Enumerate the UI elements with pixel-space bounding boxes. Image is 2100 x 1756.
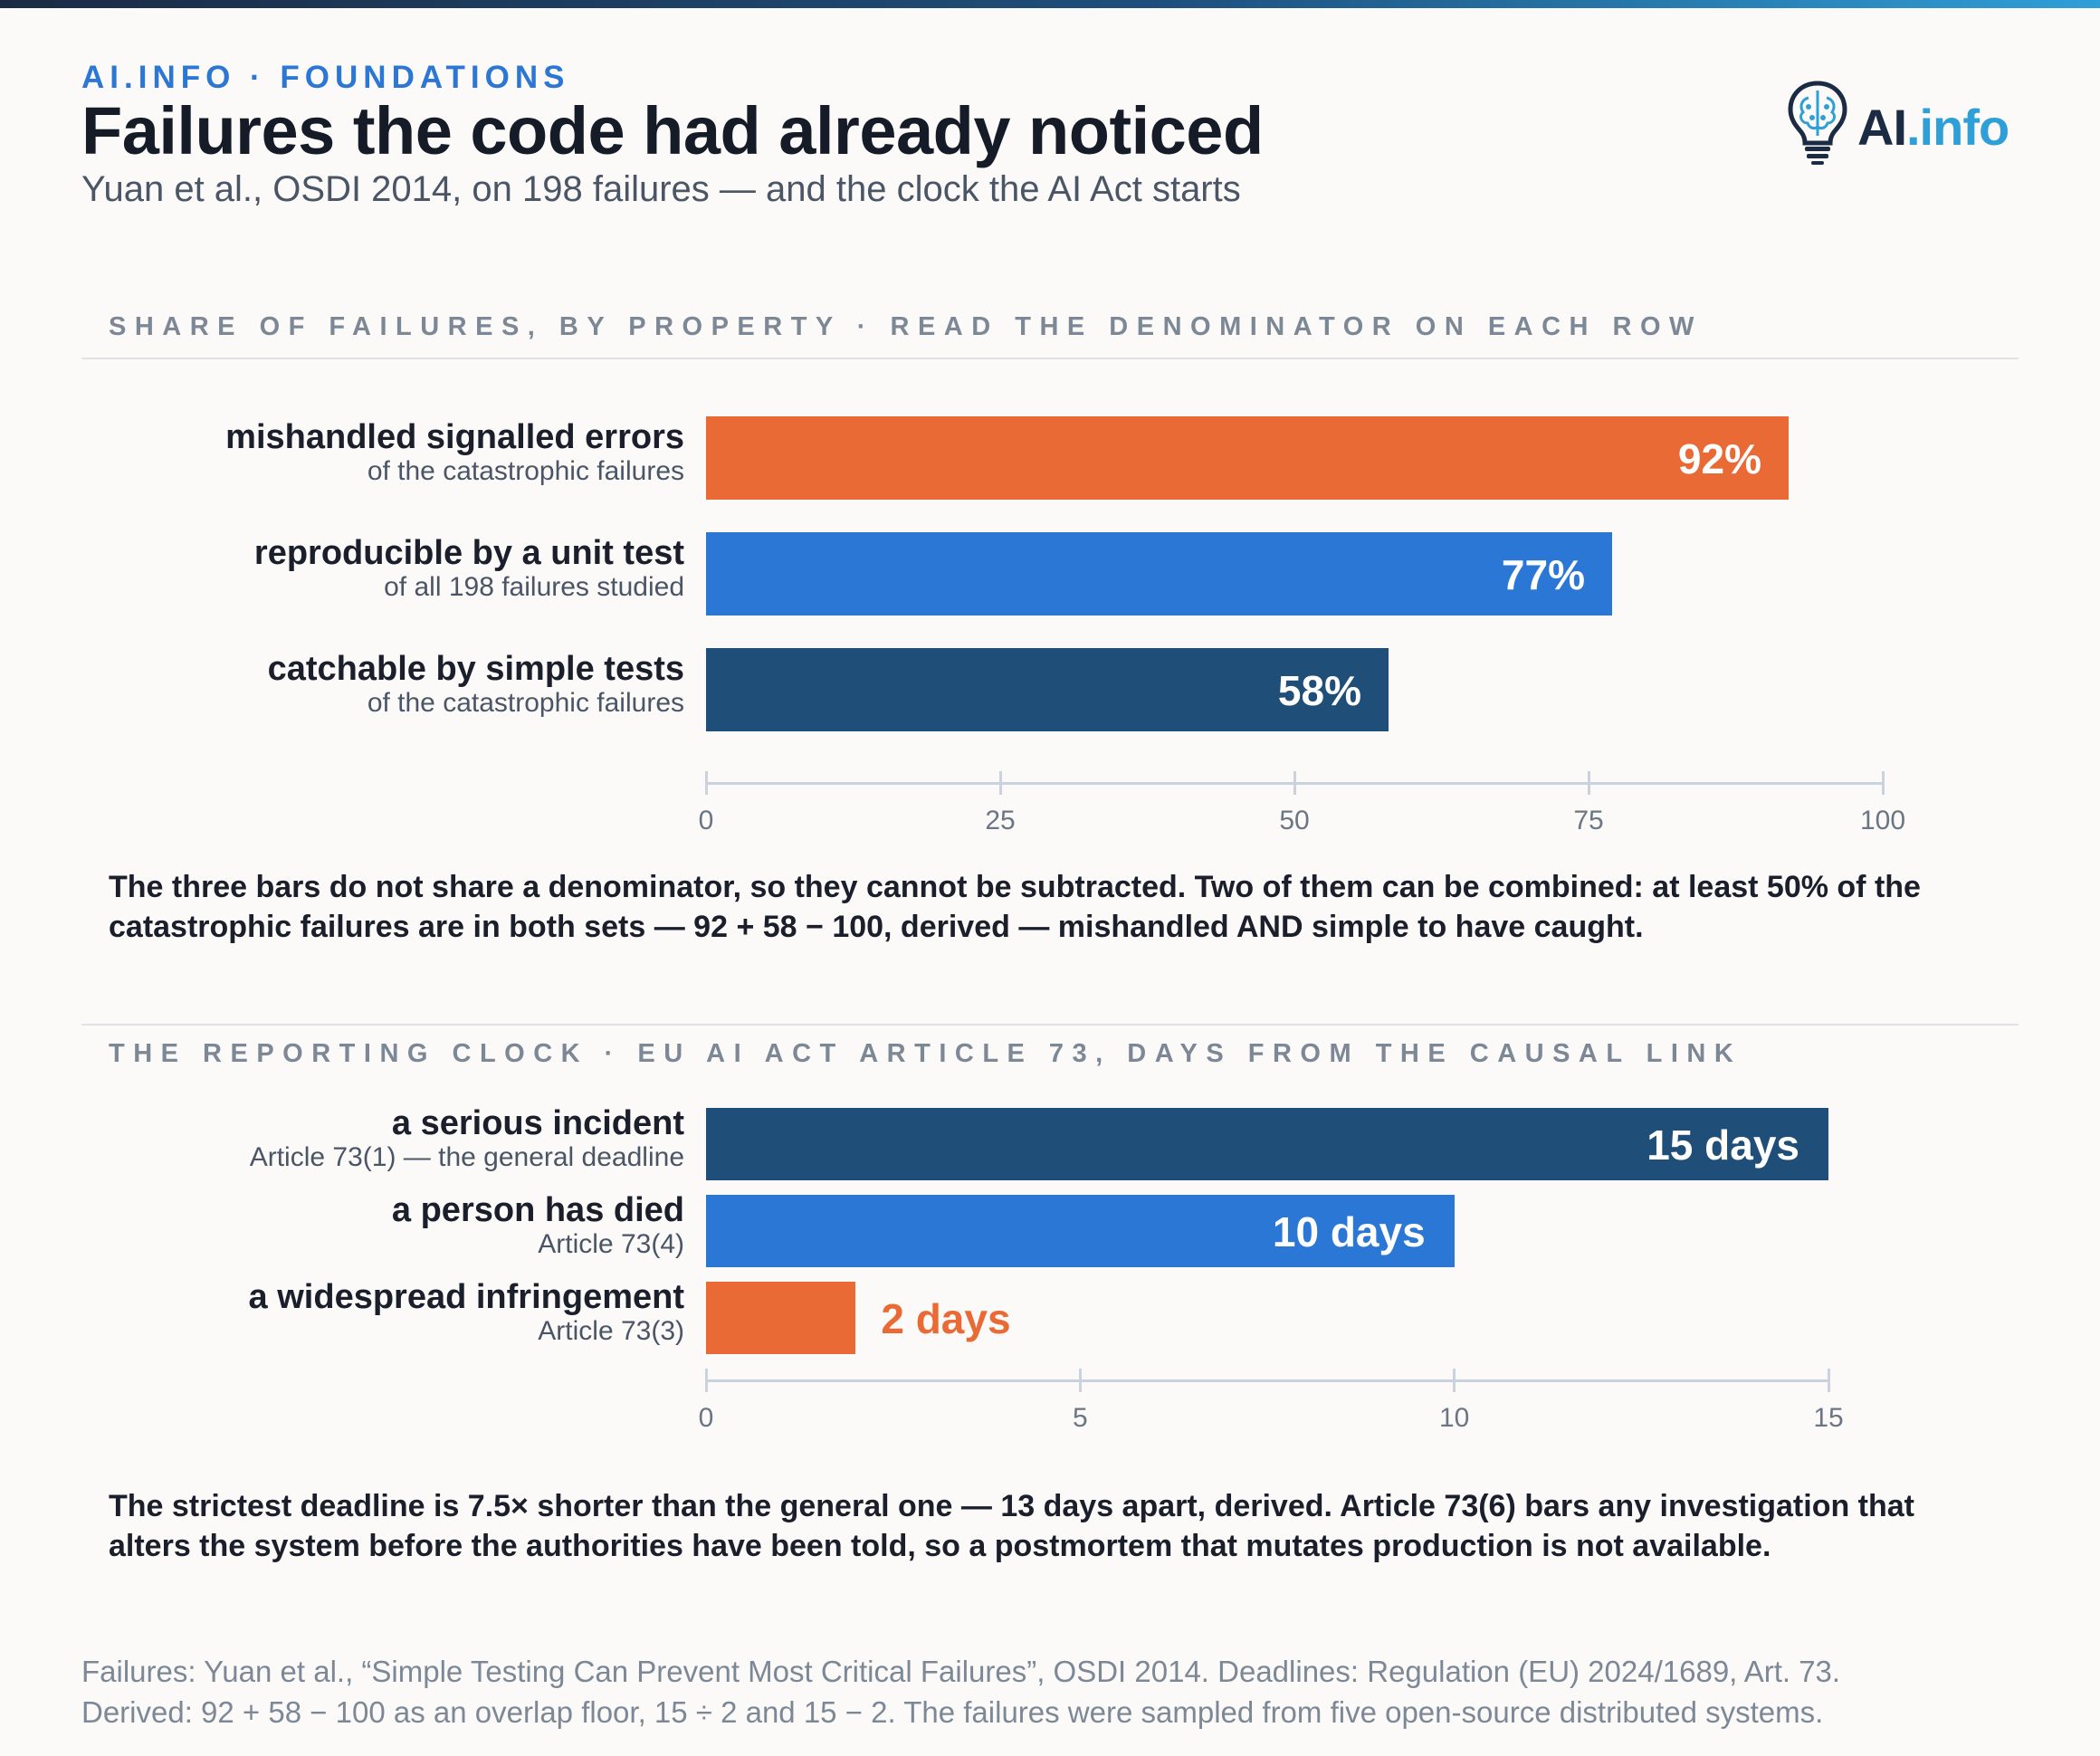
row-title: a person has died [391, 1191, 684, 1229]
logo-wordmark: AI.info [1857, 99, 2009, 156]
chart1-divider [81, 358, 2019, 359]
row-sublabel: Article 73(1) — the general deadline [249, 1142, 684, 1172]
x-axis-tick [1827, 1369, 1830, 1392]
row-label: a person has died Article 73(4) [392, 1191, 684, 1260]
bar [706, 1282, 856, 1354]
row-label: catchable by simple tests of the catastro… [268, 650, 684, 719]
row-sublabel: Article 73(4) [538, 1229, 684, 1259]
row-label: mishandled signalled errors of the catast… [225, 418, 684, 487]
bar [706, 416, 1789, 500]
bar-value-label: 10 days [1272, 1207, 1426, 1255]
row-title: mishandled signalled errors [225, 418, 684, 456]
x-axis-tick-label: 10 [1438, 1403, 1470, 1433]
source-line-1: Failures: Yuan et al., “Simple Testing C… [81, 1655, 1841, 1688]
row-title: a serious incident [391, 1104, 684, 1142]
row-title: a widespread infringement [248, 1278, 684, 1316]
chart1-section-label: SHARE OF FAILURES, BY PROPERTY · READ TH… [109, 312, 1703, 341]
row-sublabel: Article 73(3) [538, 1316, 684, 1346]
x-axis-tick [704, 771, 708, 795]
page-title: Failures the code had already noticed [81, 93, 1264, 168]
row-label: a widespread infringement Article 73(3) [249, 1278, 684, 1347]
chart2-divider [81, 1024, 2019, 1026]
x-axis-tick-label: 15 [1813, 1403, 1844, 1433]
row-sublabel: of all 198 failures studied [384, 572, 684, 602]
lightbulb-brain-icon [1788, 81, 1847, 165]
row-title: catchable by simple tests [267, 650, 684, 688]
bar-value-label: 58% [1277, 666, 1361, 714]
x-axis-tick-label: 0 [698, 806, 714, 835]
x-axis-tick-label: 100 [1859, 806, 1906, 835]
source-line-2: Derived: 92 + 58 − 100 as an overlap flo… [81, 1695, 1824, 1729]
kicker: AI.INFO · FOUNDATIONS [81, 60, 570, 95]
x-axis-tick [704, 1369, 708, 1392]
x-axis-tick [1587, 771, 1590, 795]
chart2-section-label: THE REPORTING CLOCK · EU AI ACT ARTICLE … [109, 1039, 1742, 1068]
chart2-note: The strictest deadline is 7.5× shorter t… [109, 1489, 1914, 1563]
x-axis-tick-label: 0 [698, 1403, 714, 1433]
bar-value-label: 2 days [881, 1294, 1011, 1342]
x-axis-tick-label: 75 [1573, 806, 1604, 835]
x-axis-line [706, 1379, 1828, 1382]
bar [706, 1108, 1828, 1180]
bar-value-label: 77% [1501, 550, 1585, 598]
x-axis-tick [1078, 1369, 1082, 1392]
row-label: a serious incident Article 73(1) — the ge… [250, 1104, 684, 1173]
x-axis-tick [998, 771, 1002, 795]
x-axis-tick-label: 5 [1072, 1403, 1088, 1433]
x-axis-tick-label: 50 [1279, 806, 1310, 835]
x-axis-tick [1881, 771, 1885, 795]
page-subtitle: Yuan et al., OSDI 2014, on 198 failures … [81, 169, 1241, 209]
bar-value-label: 92% [1677, 434, 1761, 482]
bar-value-label: 15 days [1647, 1121, 1799, 1169]
bar [706, 1195, 1455, 1267]
x-axis-tick [1293, 771, 1296, 795]
top-accent-bar [0, 0, 2100, 8]
x-axis-tick [1453, 1369, 1456, 1392]
row-sublabel: of the catastrophic failures [367, 688, 684, 718]
row-sublabel: of the catastrophic failures [367, 456, 684, 486]
source-notes: Failures: Yuan et al., “Simple Testing C… [81, 1651, 2037, 1732]
row-label: reproducible by a unit test of all 198 fa… [254, 534, 684, 603]
bar [706, 648, 1389, 731]
brand-logo: AI.info [1785, 80, 2020, 167]
chart1-note: The three bars do not share a denominato… [109, 870, 1921, 944]
row-title: reproducible by a unit test [253, 534, 684, 572]
bar [706, 532, 1612, 616]
x-axis-tick-label: 25 [985, 806, 1016, 835]
